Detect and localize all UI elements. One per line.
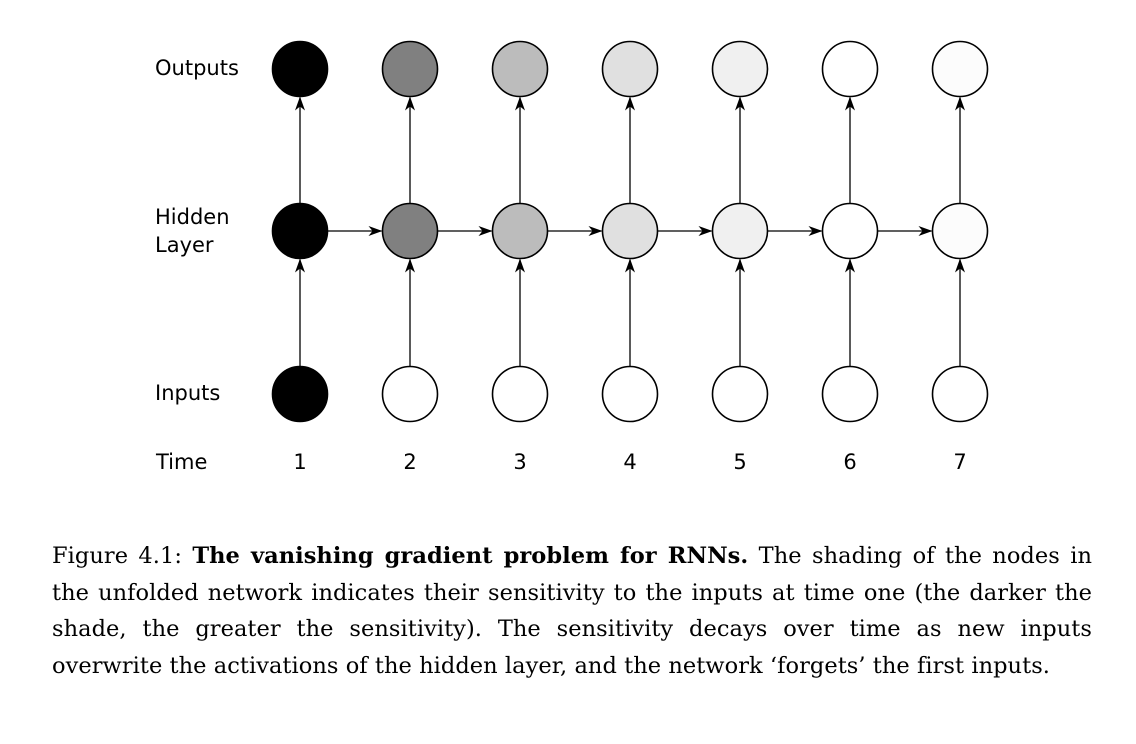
input-node-1 xyxy=(271,365,329,423)
output-node-2 xyxy=(381,40,439,98)
caption-title: The vanishing gradient problem for RNNs. xyxy=(192,543,749,569)
hidden-node-6 xyxy=(821,202,879,260)
input-node-6 xyxy=(821,365,879,423)
time-step-label: 1 xyxy=(293,450,307,474)
input-node-5 xyxy=(711,365,769,423)
diagram-edges xyxy=(295,96,965,367)
rnn-unfolded-diagram xyxy=(271,40,989,423)
input-node-7 xyxy=(931,365,989,423)
time-step-label: 3 xyxy=(513,450,527,474)
time-step-label: 2 xyxy=(403,450,417,474)
time-step-label: 5 xyxy=(733,450,747,474)
output-node-1 xyxy=(271,40,329,98)
time-step-label: 4 xyxy=(623,450,637,474)
output-node-3 xyxy=(491,40,549,98)
hidden-node-1 xyxy=(271,202,329,260)
output-node-6 xyxy=(821,40,879,98)
row-label-inputs: Inputs xyxy=(155,381,221,405)
caption-prefix: Figure 4.1: xyxy=(52,543,193,569)
output-node-5 xyxy=(711,40,769,98)
caption-body: The shading of the nodes in the unfolded… xyxy=(52,543,1092,679)
hidden-node-2 xyxy=(381,202,439,260)
figure-caption: Figure 4.1: The vanishing gradient probl… xyxy=(52,538,1092,684)
diagram-nodes xyxy=(271,40,989,423)
time-step-label: 7 xyxy=(953,450,967,474)
row-label-outputs: Outputs xyxy=(155,56,239,80)
input-node-4 xyxy=(601,365,659,423)
output-node-4 xyxy=(601,40,659,98)
input-node-3 xyxy=(491,365,549,423)
hidden-node-3 xyxy=(491,202,549,260)
hidden-node-5 xyxy=(711,202,769,260)
input-node-2 xyxy=(381,365,439,423)
hidden-node-7 xyxy=(931,202,989,260)
row-label-hidden-layer: Hidden Layer xyxy=(155,205,230,257)
row-label-time: Time xyxy=(156,450,208,474)
hidden-node-4 xyxy=(601,202,659,260)
output-node-7 xyxy=(931,40,989,98)
time-step-label: 6 xyxy=(843,450,857,474)
